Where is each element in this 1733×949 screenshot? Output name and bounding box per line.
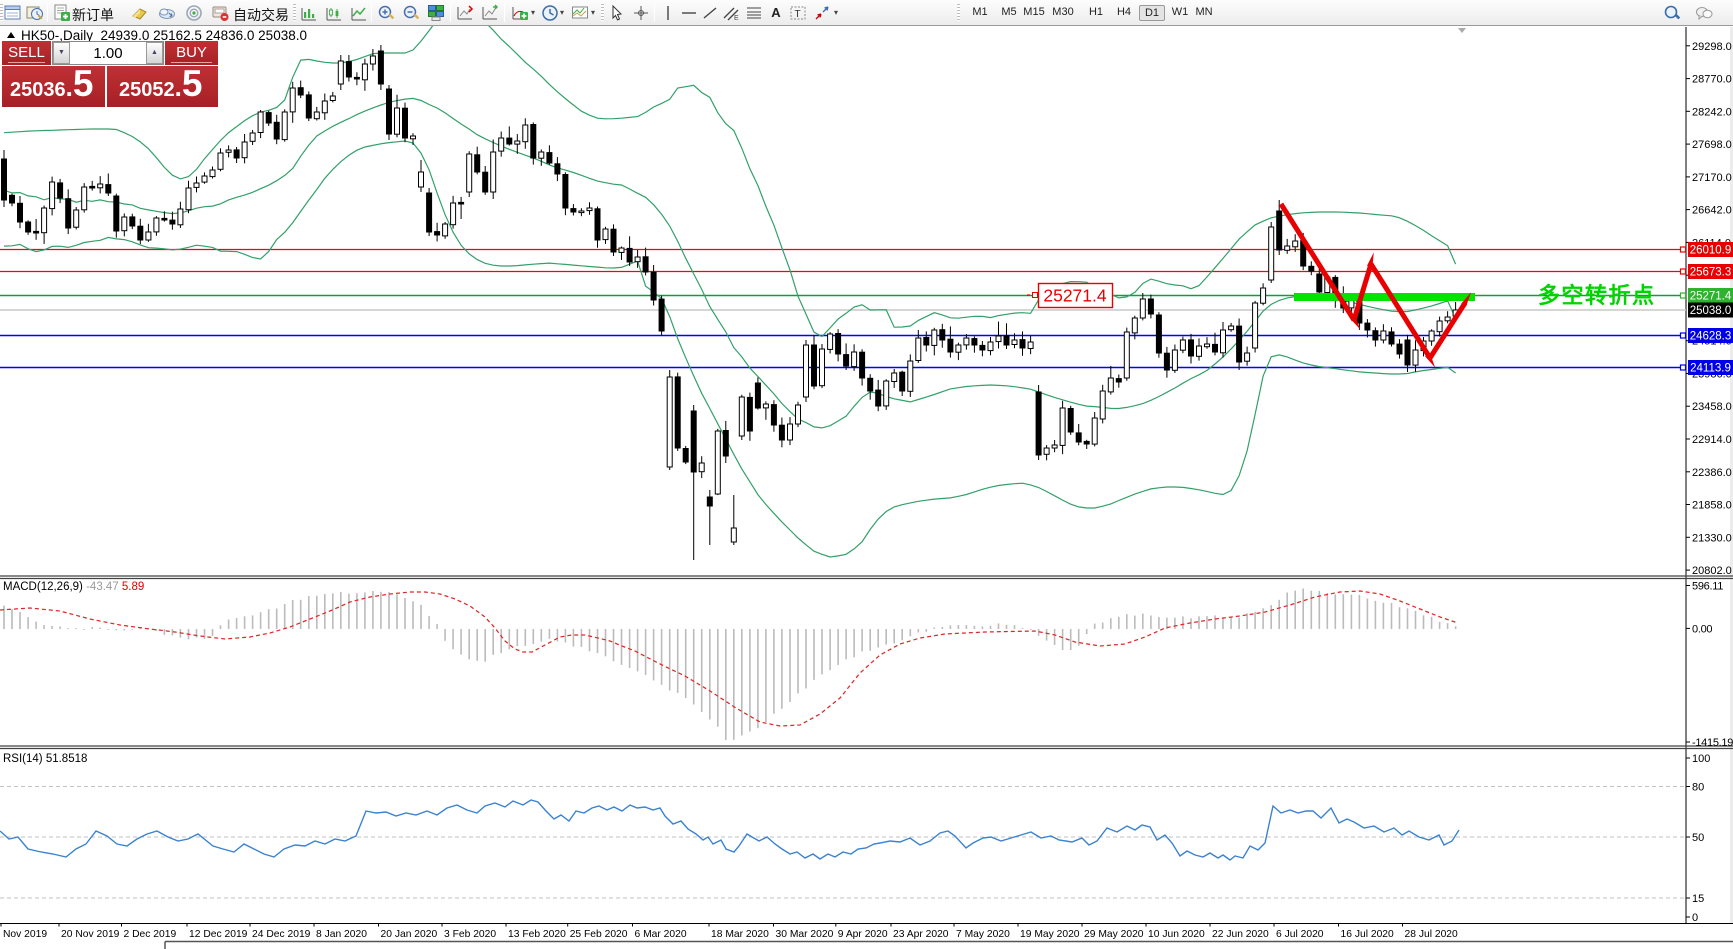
svg-text:21858.0: 21858.0 [1692, 500, 1732, 512]
svg-text:30 Mar 2020: 30 Mar 2020 [776, 929, 834, 940]
svg-text:E: E [734, 15, 739, 22]
svg-text:10 Jun 2020: 10 Jun 2020 [1148, 929, 1205, 940]
svg-text:596.11: 596.11 [1692, 581, 1723, 593]
svg-text:25271.4: 25271.4 [1043, 286, 1107, 306]
svg-text:50: 50 [1692, 832, 1704, 844]
svg-text:23 Apr 2020: 23 Apr 2020 [893, 929, 949, 940]
svg-text:28770.0: 28770.0 [1692, 74, 1732, 86]
svg-text:27170.0: 27170.0 [1692, 172, 1732, 184]
svg-text:7 May 2020: 7 May 2020 [956, 929, 1010, 940]
svg-text:28 Jul 2020: 28 Jul 2020 [1405, 929, 1459, 940]
svg-text:15: 15 [1692, 893, 1704, 905]
svg-text:22 Jun 2020: 22 Jun 2020 [1212, 929, 1269, 940]
svg-text:20 Jan 2020: 20 Jan 2020 [381, 929, 438, 940]
svg-text:多空转折点: 多空转折点 [1538, 283, 1656, 308]
svg-text:2 Dec 2019: 2 Dec 2019 [124, 929, 177, 940]
svg-text:RSI(14) 51.8518: RSI(14) 51.8518 [3, 753, 87, 765]
svg-text:8 Jan 2020: 8 Jan 2020 [316, 929, 367, 940]
svg-text:25038.0: 25038.0 [1690, 305, 1732, 317]
svg-text:6 Mar 2020: 6 Mar 2020 [635, 929, 687, 940]
svg-text:20802.0: 20802.0 [1692, 565, 1732, 577]
svg-text:12 Dec 2019: 12 Dec 2019 [189, 929, 248, 940]
svg-text:26010.9: 26010.9 [1690, 245, 1732, 257]
svg-text:21330.0: 21330.0 [1692, 532, 1732, 544]
svg-text:6 Jul 2020: 6 Jul 2020 [1276, 929, 1324, 940]
svg-text:24 Dec 2019: 24 Dec 2019 [252, 929, 311, 940]
svg-text:Nov 2019: Nov 2019 [3, 929, 47, 940]
svg-text:20 Nov 2019: 20 Nov 2019 [61, 929, 120, 940]
svg-text:16 Jul 2020: 16 Jul 2020 [1341, 929, 1395, 940]
svg-text:100: 100 [1692, 753, 1710, 765]
svg-text:24628.3: 24628.3 [1690, 331, 1732, 343]
svg-text:24113.9: 24113.9 [1690, 363, 1731, 375]
svg-text:29 May 2020: 29 May 2020 [1084, 929, 1144, 940]
svg-text:0.00: 0.00 [1692, 623, 1712, 635]
svg-text:18 Mar 2020: 18 Mar 2020 [711, 929, 769, 940]
svg-text:80: 80 [1692, 782, 1704, 794]
svg-text:28242.0: 28242.0 [1692, 106, 1732, 118]
svg-text:MACD(12,26,9) -43.47 5.89: MACD(12,26,9) -43.47 5.89 [3, 581, 144, 593]
svg-text:T: T [795, 9, 801, 20]
svg-text:22914.0: 22914.0 [1692, 434, 1732, 446]
svg-text:29298.0: 29298.0 [1692, 41, 1732, 53]
svg-text:13 Feb 2020: 13 Feb 2020 [508, 929, 566, 940]
svg-text:26642.0: 26642.0 [1692, 205, 1732, 217]
svg-text:22386.0: 22386.0 [1692, 467, 1732, 479]
svg-text:0: 0 [1692, 912, 1698, 924]
svg-text:25271.4: 25271.4 [1690, 291, 1732, 303]
svg-text:25673.3: 25673.3 [1690, 267, 1732, 279]
svg-text:3 Feb 2020: 3 Feb 2020 [444, 929, 496, 940]
svg-text:19 May 2020: 19 May 2020 [1020, 929, 1080, 940]
svg-text:-1415.19: -1415.19 [1692, 737, 1733, 749]
svg-text:23458.0: 23458.0 [1692, 401, 1732, 413]
svg-text:25 Feb 2020: 25 Feb 2020 [570, 929, 628, 940]
svg-text:27698.0: 27698.0 [1692, 139, 1732, 151]
svg-text:9 Apr 2020: 9 Apr 2020 [838, 929, 888, 940]
